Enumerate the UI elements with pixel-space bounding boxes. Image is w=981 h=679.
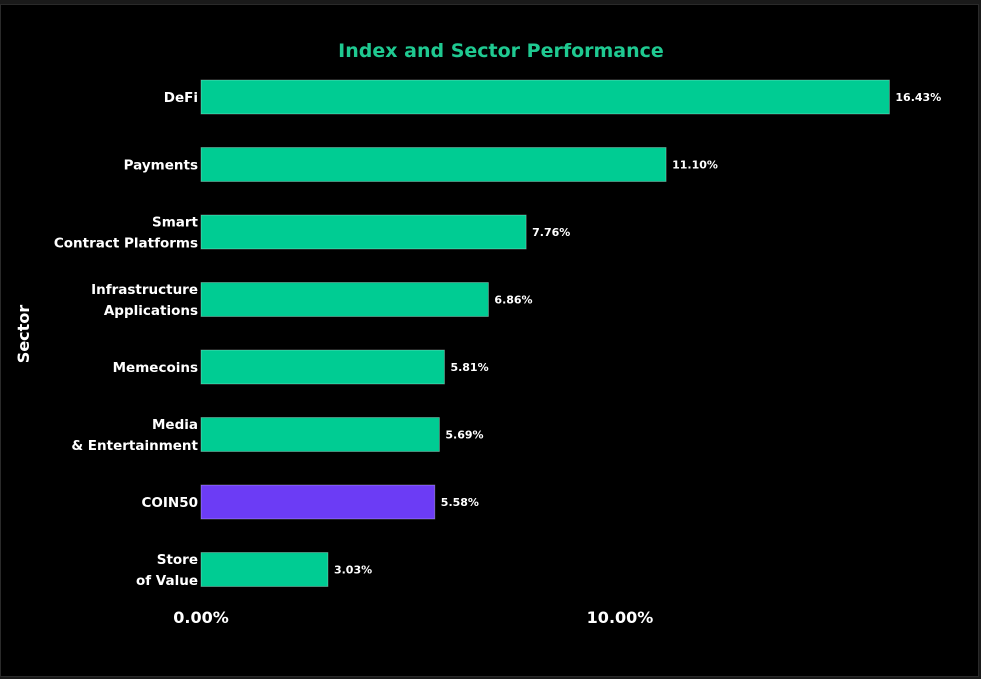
value-label-7: 3.03% — [334, 564, 372, 577]
x-ticks-group: 0.00% 10.00% — [173, 608, 653, 627]
x-tick-label-0: 0.00% — [173, 608, 229, 627]
value-label-1: 11.10% — [672, 159, 718, 172]
value-label-2: 7.76% — [532, 226, 570, 239]
value-label-6: 5.58% — [441, 496, 479, 509]
category-label-line: Contract Platforms — [54, 236, 198, 252]
bar-2 — [200, 214, 527, 250]
category-label-line: Payments — [124, 158, 198, 174]
value-label-5: 5.69% — [445, 429, 483, 442]
bar-6 — [200, 484, 436, 520]
chart-frame — [0, 4, 979, 677]
x-tick-label-1: 10.00% — [587, 608, 654, 627]
category-label-line: Applications — [104, 303, 198, 319]
y-axis-label: Sector — [14, 305, 33, 364]
value-label-0: 16.43% — [895, 91, 941, 104]
bar-1 — [200, 147, 667, 182]
bar-7 — [200, 552, 329, 587]
category-label-line: Infrastructure — [91, 282, 198, 298]
category-label-line: of Value — [136, 573, 198, 589]
bar-3 — [200, 282, 489, 317]
category-label-1: Payments — [124, 158, 198, 174]
category-label-line: Memecoins — [113, 360, 198, 376]
bar-5 — [200, 417, 440, 452]
category-label-line: Store — [157, 552, 198, 568]
bars-group: 16.43% DeFi 11.10% Payments 7.76% Smart Contra… — [54, 79, 941, 589]
category-label-line: Smart — [152, 215, 199, 231]
category-label-4: Memecoins — [113, 360, 198, 376]
chart-title: Index and Sector Performance — [338, 40, 664, 62]
category-label-line: DeFi — [164, 90, 198, 106]
category-label-line: & Entertainment — [71, 438, 198, 454]
value-label-3: 6.86% — [494, 294, 532, 307]
category-label-0: DeFi — [164, 90, 198, 106]
category-label-line: COIN50 — [142, 495, 199, 511]
category-label-2: Smart Contract Platforms — [54, 215, 199, 252]
bar-4 — [200, 349, 445, 385]
bar-0 — [200, 79, 890, 115]
value-label-4: 5.81% — [450, 361, 488, 374]
category-label-7: Store of Value — [136, 552, 198, 589]
category-label-3: Infrastructure Applications — [91, 282, 198, 319]
category-label-6: COIN50 — [142, 495, 199, 511]
category-label-5: Media & Entertainment — [71, 417, 198, 454]
category-label-line: Media — [152, 417, 198, 433]
